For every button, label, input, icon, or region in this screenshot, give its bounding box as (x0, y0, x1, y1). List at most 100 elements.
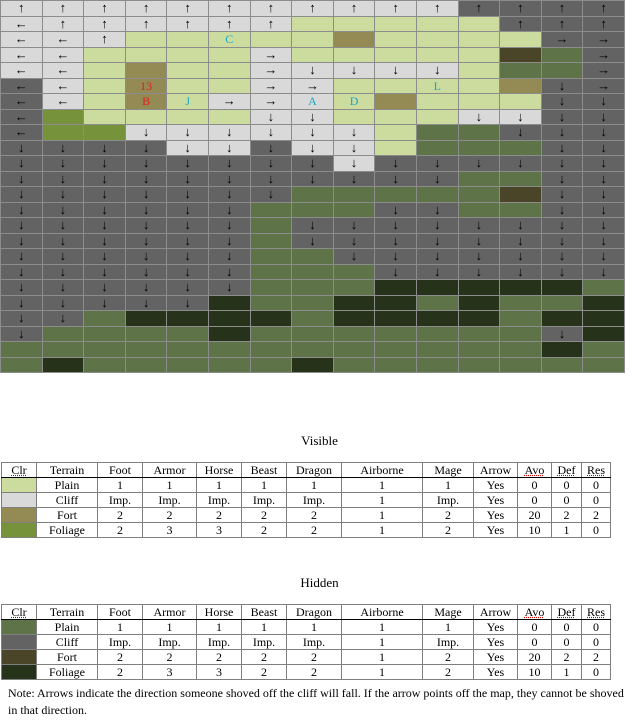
arrow-down-icon: ↓ (558, 248, 566, 264)
map-cell: ↓ (291, 62, 334, 79)
arrow-down-icon: ↓ (226, 279, 233, 295)
arrow-left-icon: ← (14, 78, 28, 93)
table-cell: 1 (341, 507, 423, 523)
map-cell (499, 310, 542, 327)
map-cell: ↓ (499, 155, 542, 172)
table-cell: Imp. (241, 634, 287, 650)
map-cell: → (249, 46, 293, 63)
map-unit-label: J (185, 94, 190, 109)
map-cell: ↓ (582, 170, 625, 187)
map-cell: ↑ (166, 0, 209, 17)
map-cell: ↓ (582, 124, 625, 141)
table-row: Cliff Imp. Imp. Imp. Imp. Imp. 1 Imp. Yes 0 0 0 (1, 492, 611, 508)
arrow-down-icon: ↓ (59, 248, 67, 264)
map-cell: ↓ (415, 155, 459, 172)
arrow-down-icon: ↓ (517, 217, 524, 233)
map-cell (249, 263, 293, 280)
map-cell: ↓ (582, 201, 625, 218)
arrow-down-icon: ↓ (558, 202, 566, 217)
map-cell: ↑ (332, 0, 376, 17)
map-cell: ↓ (582, 108, 625, 125)
map-cell: ↓ (207, 139, 251, 156)
arrow-down-icon: ↓ (184, 248, 191, 264)
column-header: Clr (1, 604, 37, 620)
table-cell: 2 (551, 507, 582, 523)
map-cell (83, 77, 126, 94)
map-cell (249, 232, 293, 249)
map-cell (166, 325, 209, 342)
map-cell (457, 310, 501, 327)
map-cell (249, 201, 293, 218)
map-cell (415, 294, 459, 311)
table-cell: 2 (422, 649, 474, 665)
map-cell: ↓ (499, 124, 542, 141)
arrow-left-icon: ← (14, 124, 28, 140)
map-cell: ↓ (415, 248, 459, 265)
arrow-down-icon: ↓ (184, 124, 191, 140)
arrow-down-icon: ↓ (267, 186, 275, 202)
table-cell: 1 (422, 477, 474, 493)
map-cell: ↓ (124, 170, 168, 187)
hidden-terrain-table: Clr Terrain Foot Armor Horse Beast Dragon Airbo… (1, 604, 611, 680)
hidden-caption: Hidden (300, 575, 339, 590)
arrow-up-icon: ↑ (392, 0, 399, 16)
map-cell (291, 325, 334, 342)
map-cell: ↓ (0, 139, 43, 156)
map-cell (249, 341, 293, 358)
map-cell (457, 46, 501, 63)
table-cell: Imp. (422, 634, 474, 650)
map-cell (207, 294, 251, 311)
map-cell: ↓ (83, 217, 126, 234)
map-cell (332, 46, 376, 63)
table-cell: 2 (241, 522, 287, 538)
map-row: ↑ ↑ ↑ ↑ ↑ ↑ ↑ ↑ ↑ ↑ ↑ ↑ ↑ ↑ ↑ (0, 0, 625, 17)
arrow-down-icon: ↓ (59, 140, 67, 155)
table-cell: 2 (241, 649, 287, 665)
map-cell: ↑ (0, 0, 43, 17)
map-cell (499, 201, 542, 218)
map-cell (124, 31, 168, 48)
table-cell: 2 (422, 507, 474, 523)
column-header: Armor (142, 462, 197, 478)
map-cell (415, 310, 459, 327)
map-cell: ↓ (41, 279, 85, 296)
map-cell: ↓ (249, 186, 293, 203)
column-header: Beast (241, 604, 287, 620)
table-cell: 1 (341, 649, 423, 665)
map-cell: ↓ (499, 248, 542, 265)
table-cell: Imp. (196, 634, 242, 650)
map-cell: ↓ (124, 155, 168, 172)
map-cell (83, 62, 126, 79)
map-row: ↓ ↓ (0, 325, 625, 342)
map-cell (374, 31, 417, 48)
map-cell (249, 310, 293, 327)
map-cell: ↓ (540, 232, 584, 249)
map-cell: ↓ (540, 170, 584, 187)
map-cell: ↓ (291, 108, 334, 125)
arrow-down-icon: ↓ (267, 140, 275, 155)
arrow-down-icon: ↓ (226, 217, 233, 233)
map-cell (457, 62, 501, 79)
arrow-up-icon: ↑ (517, 0, 524, 16)
map-cell: ↓ (166, 294, 209, 311)
map-cell: ↓ (499, 232, 542, 249)
table-cell: 2 (97, 507, 143, 523)
arrow-down-icon: ↓ (558, 186, 566, 202)
column-header: Airborne (341, 604, 423, 620)
arrow-down-icon: ↓ (101, 186, 108, 202)
map-row: ← ↑ ↑ ↑ ↑ ↑ ↑ ↑ ↑ ↑ (0, 15, 625, 32)
map-cell: ↓ (374, 217, 417, 234)
table-cell: 1 (286, 619, 342, 635)
table-cell: 0 (581, 634, 611, 650)
arrow-down-icon: ↓ (350, 171, 358, 186)
map-cell: ↓ (0, 294, 43, 311)
arrow-down-icon: ↓ (101, 248, 108, 264)
map-cell: → (582, 31, 625, 48)
column-header: Horse (196, 604, 242, 620)
map-cell: ↓ (540, 217, 584, 234)
map-cell (457, 186, 501, 203)
map-cell: ↓ (582, 232, 625, 249)
map-cell (457, 279, 501, 296)
map-cell (540, 356, 584, 373)
map-cell (291, 356, 334, 373)
